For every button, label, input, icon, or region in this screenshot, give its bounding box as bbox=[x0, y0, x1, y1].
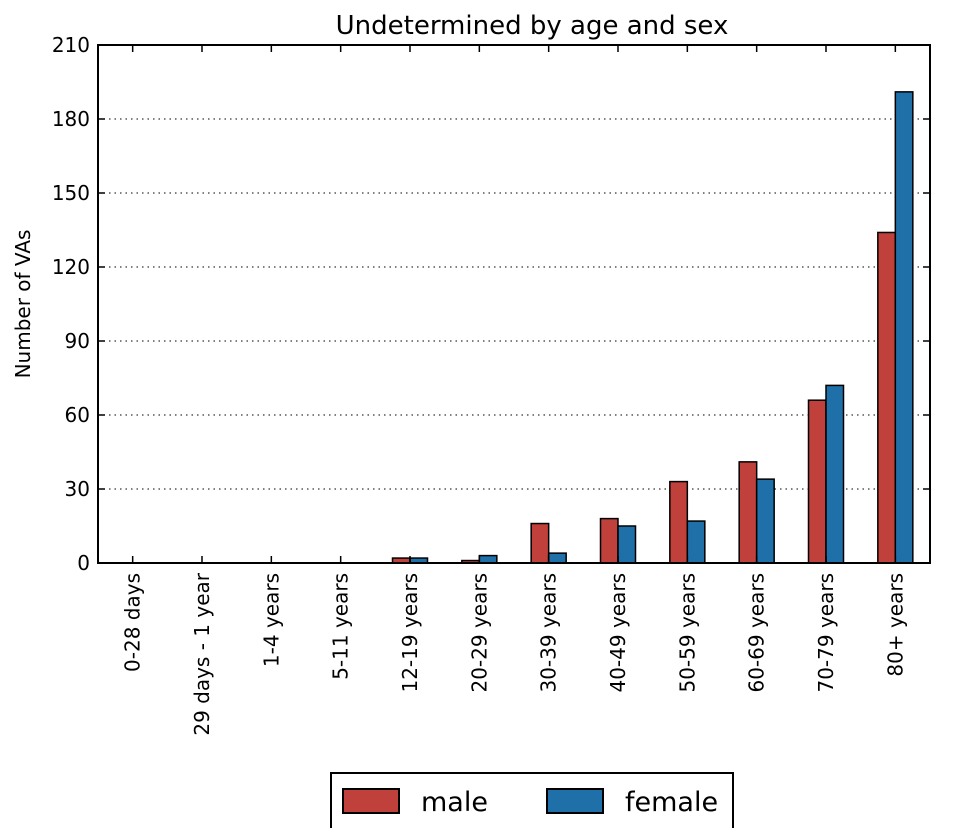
chart-title: Undetermined by age and sex bbox=[336, 11, 729, 41]
y-tick-label: 30 bbox=[65, 477, 90, 501]
y-tick-label: 210 bbox=[52, 33, 90, 57]
x-tick-label: 29 days - 1 year bbox=[190, 572, 214, 735]
y-axis-label: Number of VAs bbox=[11, 230, 35, 379]
x-tick-label: 50-59 years bbox=[675, 573, 699, 693]
x-tick-label: 1-4 years bbox=[259, 573, 283, 667]
y-tick-label: 90 bbox=[65, 329, 90, 353]
x-tick-label: 70-79 years bbox=[814, 573, 838, 693]
y-tick-label: 120 bbox=[52, 255, 90, 279]
axis-ticks: 0 30 60 90 120 150 180 210 0-28 days 29 days - 1 … bbox=[52, 33, 930, 736]
y-tick-label: 0 bbox=[77, 551, 90, 575]
bar-male bbox=[807, 399, 827, 564]
bar-male bbox=[738, 461, 758, 564]
grid-lines bbox=[98, 118, 930, 490]
bar-male bbox=[530, 522, 550, 564]
legend-label-male: male bbox=[421, 787, 488, 818]
bar-female bbox=[617, 525, 637, 564]
x-tick-label: 40-49 years bbox=[606, 573, 630, 693]
x-tick-label: 30-39 years bbox=[537, 573, 561, 693]
x-tick-label: 12-19 years bbox=[398, 573, 422, 693]
legend: male female bbox=[330, 772, 734, 828]
bar-female bbox=[547, 552, 567, 564]
bars bbox=[391, 91, 914, 564]
x-tick-label: 0-28 days bbox=[121, 573, 145, 672]
bar-female bbox=[478, 554, 498, 564]
x-tick-label: 20-29 years bbox=[467, 573, 491, 693]
bar-female bbox=[755, 478, 775, 564]
y-tick-label: 180 bbox=[52, 107, 90, 131]
bar-male bbox=[877, 231, 897, 564]
bar-female bbox=[686, 520, 706, 564]
x-tick-label: 80+ years bbox=[883, 573, 907, 677]
legend-swatch-female bbox=[546, 788, 604, 814]
bar-male bbox=[599, 517, 619, 564]
legend-label-female: female bbox=[625, 787, 718, 818]
x-tick-label: 60-69 years bbox=[745, 573, 769, 693]
bar-male bbox=[669, 480, 689, 564]
bar-female bbox=[894, 91, 914, 564]
y-tick-label: 60 bbox=[65, 403, 90, 427]
bar-female bbox=[825, 384, 845, 564]
y-tick-label: 150 bbox=[52, 181, 90, 205]
legend-swatch-male bbox=[342, 788, 400, 814]
x-tick-label: 5-11 years bbox=[329, 573, 353, 680]
plot-frame bbox=[97, 44, 931, 564]
